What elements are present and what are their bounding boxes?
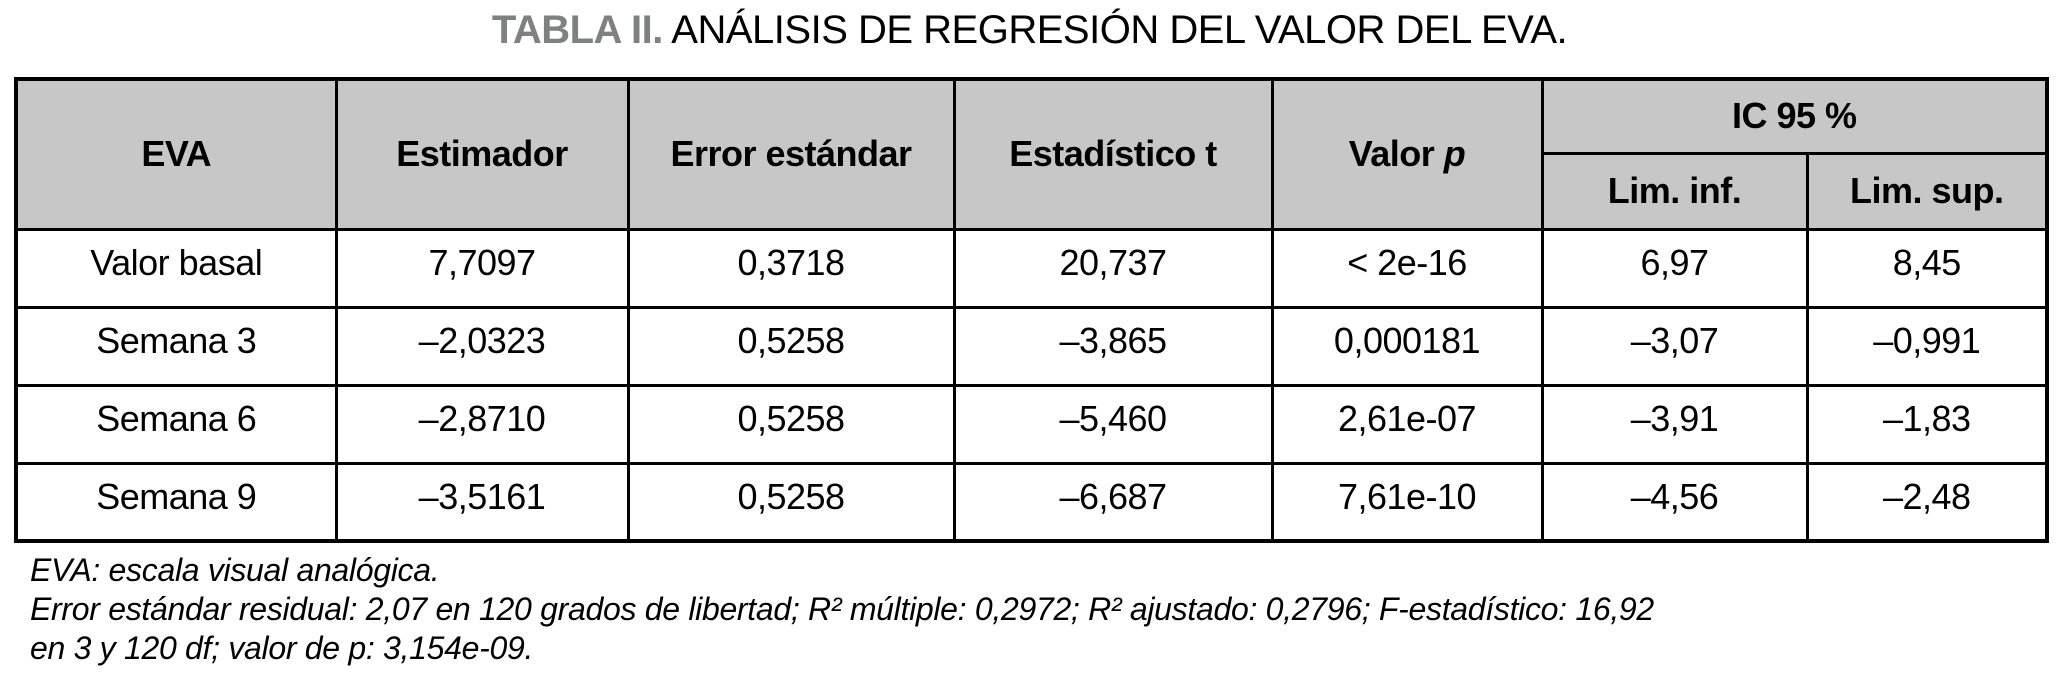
cell-p: 2,61e-07	[1270, 383, 1544, 465]
cell-label: Semana 6	[14, 383, 338, 465]
cell-p: 0,000181	[1270, 305, 1544, 387]
cell-lim-sup: 8,45	[1805, 227, 2049, 309]
cell-t: 20,737	[952, 227, 1274, 309]
regression-table: EVA Estimador Error estándar Estadístico…	[14, 77, 2049, 543]
header-lim-inf: Lim. inf.	[1540, 151, 1809, 231]
table-row-valor-basal: Valor basal 7,7097 0,3718 20,737 < 2e-16…	[14, 227, 2049, 309]
cell-estimador: 7,7097	[334, 227, 630, 309]
table-title: TABLA II. ANÁLISIS DE REGRESIÓN DEL VALO…	[0, 8, 2059, 53]
cell-t: –5,460	[952, 383, 1274, 465]
table-footnotes: EVA: escala visual analógica. Error está…	[30, 551, 2050, 668]
cell-label: Semana 3	[14, 305, 338, 387]
cell-estimador: –3,5161	[334, 461, 630, 543]
table-row-semana-6: Semana 6 –2,8710 0,5258 –5,460 2,61e-07 …	[14, 383, 2049, 465]
cell-error: 0,5258	[626, 383, 956, 465]
cell-lim-sup: –2,48	[1805, 461, 2049, 543]
table-title-number: TABLA II.	[491, 8, 664, 52]
cell-t: –6,687	[952, 461, 1274, 543]
header-lim-sup: Lim. sup.	[1805, 151, 2049, 231]
cell-lim-sup: –1,83	[1805, 383, 2049, 465]
cell-lim-inf: –4,56	[1540, 461, 1809, 543]
header-row-top: EVA Estimador Error estándar Estadístico…	[14, 77, 2049, 231]
cell-lim-inf: –3,07	[1540, 305, 1809, 387]
header-estadistico-t: Estadístico t	[952, 77, 1274, 231]
header-ic-group: IC 95 %	[1540, 77, 2049, 155]
header-row-sub: Lim. inf. Lim. sup.	[16, 151, 2049, 231]
cell-estimador: –2,8710	[334, 383, 630, 465]
table-title-text: ANÁLISIS DE REGRESIÓN DEL VALOR DEL EVA.	[662, 8, 1568, 52]
cell-label: Valor basal	[14, 227, 338, 309]
cell-label: Semana 9	[14, 461, 338, 543]
table-row-semana-3: Semana 3 –2,0323 0,5258 –3,865 0,000181 …	[14, 305, 2049, 387]
cell-estimador: –2,0323	[334, 305, 630, 387]
cell-lim-inf: –3,91	[1540, 383, 1809, 465]
table-row-semana-9: Semana 9 –3,5161 0,5258 –6,687 7,61e-10 …	[14, 461, 2049, 543]
cell-p: 7,61e-10	[1270, 461, 1544, 543]
header-valor-p: Valor p	[1270, 77, 1544, 231]
header-eva: EVA	[14, 77, 338, 231]
cell-lim-inf: 6,97	[1540, 227, 1809, 309]
header-error-estandar: Error estándar	[626, 77, 956, 231]
cell-t: –3,865	[952, 305, 1274, 387]
cell-p: < 2e-16	[1270, 227, 1544, 309]
footnote-line-3: en 3 y 120 df; valor de p: 3,154e-09.	[30, 630, 534, 666]
cell-error: 0,5258	[626, 461, 956, 543]
p-variable: p	[1443, 133, 1466, 175]
header-estimador: Estimador	[334, 77, 630, 231]
cell-lim-sup: –0,991	[1805, 305, 2049, 387]
footnote-line-2: Error estándar residual: 2,07 en 120 gra…	[30, 591, 1654, 627]
footnote-line-1: EVA: escala visual analógica.	[30, 552, 440, 588]
cell-error: 0,5258	[626, 305, 956, 387]
cell-error: 0,3718	[626, 227, 956, 309]
